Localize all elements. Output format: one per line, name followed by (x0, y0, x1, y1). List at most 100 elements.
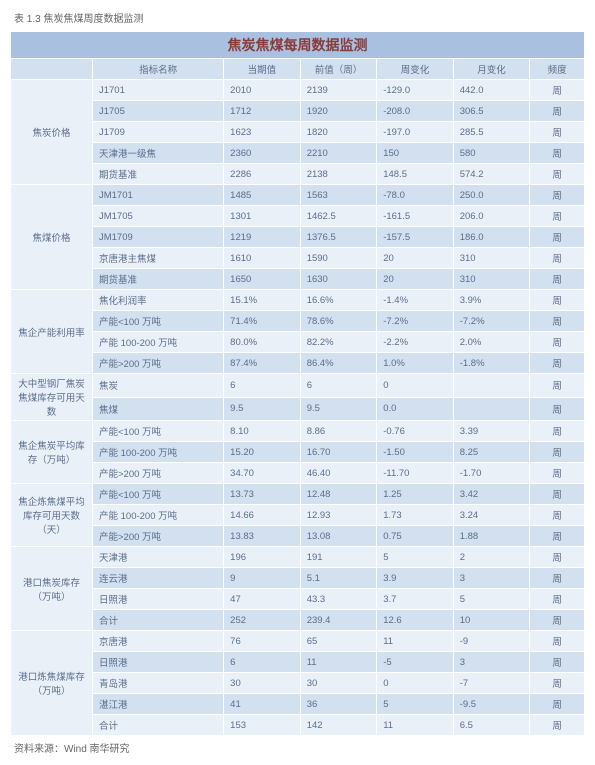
week-change-cell: 1.0% (377, 353, 454, 374)
week-change-cell: -7.2% (377, 311, 454, 332)
week-change-cell: 5 (377, 547, 454, 568)
week-change-cell: 20 (377, 269, 454, 290)
month-change-cell: 206.0 (453, 206, 530, 227)
current-cell: 13.73 (224, 484, 301, 505)
week-change-cell: 1.73 (377, 505, 454, 526)
prev-cell: 16.70 (300, 442, 377, 463)
freq-cell: 周 (530, 526, 585, 547)
category-cell: 焦企炼焦煤平均库存可用天数（天） (11, 484, 93, 547)
category-cell: 焦企产能利用率 (11, 290, 93, 374)
table-row: 港口焦炭库存（万吨）天津港19619152周 (11, 547, 585, 568)
table-row: 天津港一级焦23602210150580周 (11, 143, 585, 164)
current-cell: 1610 (224, 248, 301, 269)
prev-cell: 30 (300, 673, 377, 694)
table-row: 焦炭价格J170120102139-129.0442.0周 (11, 80, 585, 101)
indicator-cell: 湛江港 (92, 694, 223, 715)
freq-cell: 周 (530, 673, 585, 694)
prev-cell: 1920 (300, 101, 377, 122)
current-cell: 71.4% (224, 311, 301, 332)
freq-cell: 周 (530, 227, 585, 248)
month-change-cell: 5 (453, 589, 530, 610)
month-change-cell: 186.0 (453, 227, 530, 248)
month-change-cell: -7 (453, 673, 530, 694)
prev-cell: 1563 (300, 185, 377, 206)
prev-cell: 46.40 (300, 463, 377, 484)
freq-cell: 周 (530, 311, 585, 332)
freq-cell: 周 (530, 463, 585, 484)
prev-cell: 11 (300, 652, 377, 673)
month-change-cell (453, 397, 530, 421)
month-change-cell: 580 (453, 143, 530, 164)
freq-cell: 周 (530, 421, 585, 442)
indicator-cell: 产能<100 万吨 (92, 421, 223, 442)
indicator-cell: 产能<100 万吨 (92, 311, 223, 332)
indicator-cell: JM1705 (92, 206, 223, 227)
prev-cell: 16.6% (300, 290, 377, 311)
table-row: JM170513011462.5-161.5206.0周 (11, 206, 585, 227)
current-cell: 30 (224, 673, 301, 694)
prev-cell: 6 (300, 374, 377, 398)
month-change-cell: 10 (453, 610, 530, 631)
freq-cell: 周 (530, 610, 585, 631)
month-change-cell: 574.2 (453, 164, 530, 185)
current-cell: 1485 (224, 185, 301, 206)
prev-cell: 12.48 (300, 484, 377, 505)
week-change-cell: 0.0 (377, 397, 454, 421)
month-change-cell (453, 374, 530, 398)
col-header: 月变化 (453, 59, 530, 80)
prev-cell: 142 (300, 715, 377, 736)
freq-cell: 周 (530, 269, 585, 290)
table-row: 大中型钢厂焦炭焦煤库存可用天数焦炭660周 (11, 374, 585, 398)
prev-cell: 65 (300, 631, 377, 652)
table-row: 合计153142116.5周 (11, 715, 585, 736)
table-row: 连云港95.13.93周 (11, 568, 585, 589)
prev-cell: 82.2% (300, 332, 377, 353)
freq-cell: 周 (530, 332, 585, 353)
indicator-cell: 产能>200 万吨 (92, 463, 223, 484)
col-header (11, 59, 93, 80)
freq-cell: 周 (530, 694, 585, 715)
month-change-cell: 8.25 (453, 442, 530, 463)
indicator-cell: 焦化利润率 (92, 290, 223, 311)
week-change-cell: 11 (377, 631, 454, 652)
table-row: 合计252239.412.610周 (11, 610, 585, 631)
table-row: 焦企炼焦煤平均库存可用天数（天）产能<100 万吨13.7312.481.253… (11, 484, 585, 505)
indicator-cell: J1701 (92, 80, 223, 101)
month-change-cell: 310 (453, 269, 530, 290)
freq-cell: 周 (530, 248, 585, 269)
week-change-cell: 1.25 (377, 484, 454, 505)
current-cell: 196 (224, 547, 301, 568)
indicator-cell: 焦炭 (92, 374, 223, 398)
month-change-cell: 1.88 (453, 526, 530, 547)
prev-cell: 1462.5 (300, 206, 377, 227)
week-change-cell: 0 (377, 673, 454, 694)
prev-cell: 9.5 (300, 397, 377, 421)
week-change-cell: 148.5 (377, 164, 454, 185)
current-cell: 1623 (224, 122, 301, 143)
week-change-cell: -197.0 (377, 122, 454, 143)
table-row: 产能>200 万吨13.8313.080.751.88周 (11, 526, 585, 547)
freq-cell: 周 (530, 442, 585, 463)
month-change-cell: 285.5 (453, 122, 530, 143)
month-change-cell: -1.70 (453, 463, 530, 484)
current-cell: 34.70 (224, 463, 301, 484)
month-change-cell: 3 (453, 652, 530, 673)
week-change-cell: 12.6 (377, 610, 454, 631)
week-change-cell: -157.5 (377, 227, 454, 248)
current-cell: 47 (224, 589, 301, 610)
table-row: 京唐港主焦煤1610159020310周 (11, 248, 585, 269)
current-cell: 76 (224, 631, 301, 652)
col-header: 周变化 (377, 59, 454, 80)
freq-cell: 周 (530, 505, 585, 526)
table-source: 资料来源：Wind 南华研究 (14, 740, 585, 755)
table-row: 产能>200 万吨87.4%86.4%1.0%-1.8%周 (11, 353, 585, 374)
indicator-cell: 京唐港 (92, 631, 223, 652)
category-cell: 焦炭价格 (11, 80, 93, 185)
current-cell: 2010 (224, 80, 301, 101)
prev-cell: 78.6% (300, 311, 377, 332)
month-change-cell: 2.0% (453, 332, 530, 353)
table-row: 产能 100-200 万吨14.6612.931.733.24周 (11, 505, 585, 526)
indicator-cell: 天津港 (92, 547, 223, 568)
week-change-cell: 11 (377, 715, 454, 736)
table-row: 期货基准22862138148.5574.2周 (11, 164, 585, 185)
